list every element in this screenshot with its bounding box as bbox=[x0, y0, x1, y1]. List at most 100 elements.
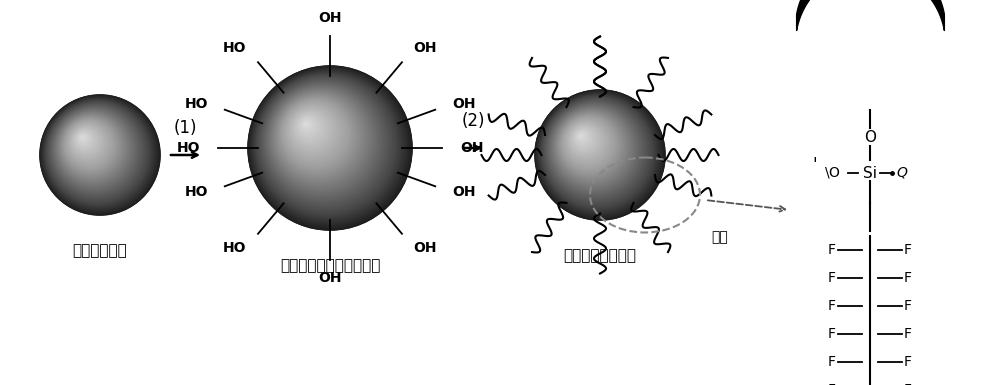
Ellipse shape bbox=[567, 122, 606, 161]
Ellipse shape bbox=[263, 81, 384, 202]
Ellipse shape bbox=[248, 66, 412, 230]
Ellipse shape bbox=[73, 128, 99, 154]
Ellipse shape bbox=[575, 131, 590, 145]
Ellipse shape bbox=[257, 75, 395, 213]
Ellipse shape bbox=[56, 110, 131, 186]
Ellipse shape bbox=[270, 88, 371, 189]
Ellipse shape bbox=[289, 107, 335, 153]
Ellipse shape bbox=[66, 121, 111, 166]
Ellipse shape bbox=[286, 104, 342, 160]
Ellipse shape bbox=[280, 98, 352, 170]
Ellipse shape bbox=[538, 93, 660, 215]
Text: F: F bbox=[904, 271, 912, 285]
Ellipse shape bbox=[72, 127, 102, 156]
Ellipse shape bbox=[542, 97, 652, 208]
Ellipse shape bbox=[264, 82, 382, 200]
Ellipse shape bbox=[65, 120, 113, 168]
Ellipse shape bbox=[553, 108, 631, 186]
Ellipse shape bbox=[61, 116, 121, 176]
Ellipse shape bbox=[537, 92, 662, 217]
Ellipse shape bbox=[571, 126, 597, 152]
Ellipse shape bbox=[272, 90, 368, 186]
Ellipse shape bbox=[575, 130, 591, 146]
Ellipse shape bbox=[554, 109, 630, 185]
Ellipse shape bbox=[55, 110, 132, 187]
Ellipse shape bbox=[540, 95, 656, 211]
Ellipse shape bbox=[271, 89, 369, 187]
Ellipse shape bbox=[292, 110, 331, 149]
Ellipse shape bbox=[249, 67, 410, 228]
Ellipse shape bbox=[570, 126, 599, 154]
Text: F: F bbox=[828, 299, 836, 313]
Ellipse shape bbox=[554, 109, 630, 184]
Ellipse shape bbox=[71, 126, 102, 157]
Ellipse shape bbox=[55, 110, 133, 188]
Ellipse shape bbox=[564, 119, 612, 167]
Ellipse shape bbox=[286, 104, 341, 159]
Ellipse shape bbox=[253, 70, 403, 221]
Ellipse shape bbox=[74, 129, 98, 152]
Ellipse shape bbox=[549, 104, 640, 195]
Ellipse shape bbox=[269, 87, 373, 191]
Ellipse shape bbox=[566, 121, 608, 162]
Ellipse shape bbox=[263, 82, 383, 201]
Ellipse shape bbox=[43, 97, 155, 210]
Ellipse shape bbox=[290, 108, 334, 152]
Ellipse shape bbox=[550, 105, 637, 192]
Ellipse shape bbox=[63, 118, 117, 172]
Ellipse shape bbox=[302, 120, 312, 130]
Ellipse shape bbox=[70, 125, 104, 159]
Ellipse shape bbox=[547, 102, 642, 197]
Ellipse shape bbox=[59, 114, 125, 180]
Ellipse shape bbox=[54, 109, 134, 189]
Ellipse shape bbox=[45, 100, 151, 206]
Ellipse shape bbox=[69, 124, 105, 161]
Ellipse shape bbox=[259, 77, 392, 210]
Ellipse shape bbox=[577, 132, 587, 142]
Ellipse shape bbox=[40, 95, 160, 215]
Ellipse shape bbox=[542, 97, 651, 206]
Ellipse shape bbox=[72, 127, 101, 156]
Ellipse shape bbox=[75, 130, 95, 150]
Text: F: F bbox=[828, 355, 836, 369]
Text: F: F bbox=[904, 299, 912, 313]
Ellipse shape bbox=[551, 106, 635, 191]
Ellipse shape bbox=[282, 100, 349, 167]
Ellipse shape bbox=[564, 119, 611, 166]
Text: HO: HO bbox=[184, 186, 208, 199]
Text: 改性中空玻璃微球: 改性中空玻璃微球 bbox=[564, 248, 637, 263]
Ellipse shape bbox=[294, 112, 327, 145]
Ellipse shape bbox=[258, 76, 394, 212]
Ellipse shape bbox=[61, 116, 122, 177]
Ellipse shape bbox=[300, 118, 315, 133]
Ellipse shape bbox=[567, 122, 605, 160]
Ellipse shape bbox=[565, 121, 608, 163]
Ellipse shape bbox=[546, 101, 644, 199]
Ellipse shape bbox=[552, 107, 633, 188]
Ellipse shape bbox=[556, 111, 625, 180]
Ellipse shape bbox=[58, 113, 126, 181]
Ellipse shape bbox=[63, 118, 118, 173]
Text: (2): (2) bbox=[462, 112, 485, 130]
Ellipse shape bbox=[254, 72, 400, 218]
Ellipse shape bbox=[50, 105, 141, 196]
Ellipse shape bbox=[262, 80, 386, 204]
Ellipse shape bbox=[250, 68, 408, 226]
Ellipse shape bbox=[41, 96, 158, 213]
Ellipse shape bbox=[68, 123, 109, 164]
Ellipse shape bbox=[58, 113, 127, 182]
Ellipse shape bbox=[295, 113, 325, 142]
Ellipse shape bbox=[283, 101, 347, 165]
Text: Q: Q bbox=[897, 166, 907, 180]
Text: $\backslash$O: $\backslash$O bbox=[824, 166, 840, 181]
Ellipse shape bbox=[287, 105, 340, 157]
Ellipse shape bbox=[291, 109, 332, 150]
Ellipse shape bbox=[541, 96, 653, 208]
Text: 中空玻璃微球: 中空玻璃微球 bbox=[73, 243, 127, 258]
Ellipse shape bbox=[579, 134, 583, 138]
Text: F: F bbox=[904, 383, 912, 385]
Ellipse shape bbox=[72, 127, 100, 155]
Ellipse shape bbox=[576, 131, 589, 144]
Ellipse shape bbox=[76, 131, 94, 149]
Ellipse shape bbox=[548, 103, 641, 196]
